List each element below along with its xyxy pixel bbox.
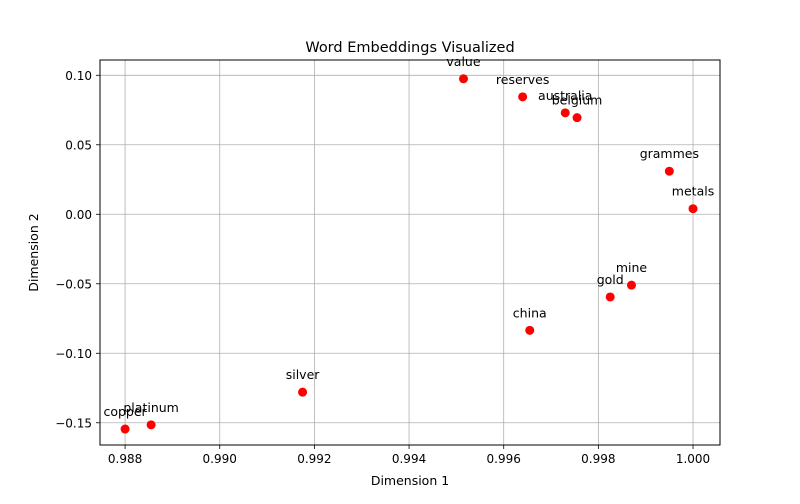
x-tick-label: 0.998 bbox=[581, 452, 615, 466]
point-label-copper: copper bbox=[103, 404, 147, 419]
chart-title: Word Embeddings Visualized bbox=[305, 40, 514, 56]
point-label-value: value bbox=[446, 54, 480, 69]
data-point-gold bbox=[605, 292, 615, 302]
data-point-grammes bbox=[664, 166, 674, 176]
point-label-belgium: belgium bbox=[552, 93, 603, 108]
data-point-australia bbox=[560, 108, 570, 118]
point-label-platinum: platinum bbox=[123, 400, 178, 415]
y-tick-label: 0.10 bbox=[65, 69, 92, 83]
plot-frame bbox=[99, 59, 721, 446]
point-label-metals: metals bbox=[672, 184, 714, 199]
data-point-belgium bbox=[572, 113, 582, 123]
data-point-copper bbox=[120, 424, 130, 434]
grid-lines bbox=[100, 60, 720, 445]
point-label-grammes: grammes bbox=[640, 146, 699, 161]
data-point-mine bbox=[626, 280, 636, 290]
y-tick-label: −0.10 bbox=[55, 347, 92, 361]
point-label-silver: silver bbox=[286, 367, 321, 382]
x-tick-label: 0.988 bbox=[108, 452, 142, 466]
x-tick-label: 0.996 bbox=[487, 452, 521, 466]
data-point-china bbox=[525, 325, 535, 335]
data-point-platinum bbox=[146, 420, 156, 430]
y-axis-ticks: −0.15 −0.10 −0.05 0.00 0.05 0.10 bbox=[55, 69, 100, 430]
x-tick-label: 0.990 bbox=[203, 452, 237, 466]
data-point-reserves bbox=[518, 92, 528, 102]
point-label-gold: gold bbox=[597, 272, 624, 287]
x-tick-label: 0.992 bbox=[297, 452, 331, 466]
point-label-mine: mine bbox=[616, 260, 648, 275]
y-tick-label: −0.05 bbox=[55, 277, 92, 291]
point-label-china: china bbox=[513, 305, 547, 320]
x-axis-ticks: 0.988 0.990 0.992 0.994 0.996 0.998 1.000 bbox=[108, 445, 710, 466]
point-label-australia: australia bbox=[538, 88, 592, 103]
x-axis-label: Dimension 1 bbox=[371, 473, 449, 488]
data-point-silver bbox=[298, 387, 308, 397]
y-tick-label: 0.00 bbox=[65, 208, 92, 222]
y-tick-label: −0.15 bbox=[55, 416, 92, 430]
data-points bbox=[120, 74, 698, 434]
y-tick-label: 0.05 bbox=[65, 138, 92, 152]
x-tick-label: 0.994 bbox=[392, 452, 426, 466]
y-axis-label: Dimension 2 bbox=[26, 213, 41, 291]
x-tick-label: 1.000 bbox=[676, 452, 710, 466]
point-label-reserves: reserves bbox=[496, 72, 550, 87]
data-point-value bbox=[458, 74, 468, 84]
data-point-metals bbox=[688, 204, 698, 214]
